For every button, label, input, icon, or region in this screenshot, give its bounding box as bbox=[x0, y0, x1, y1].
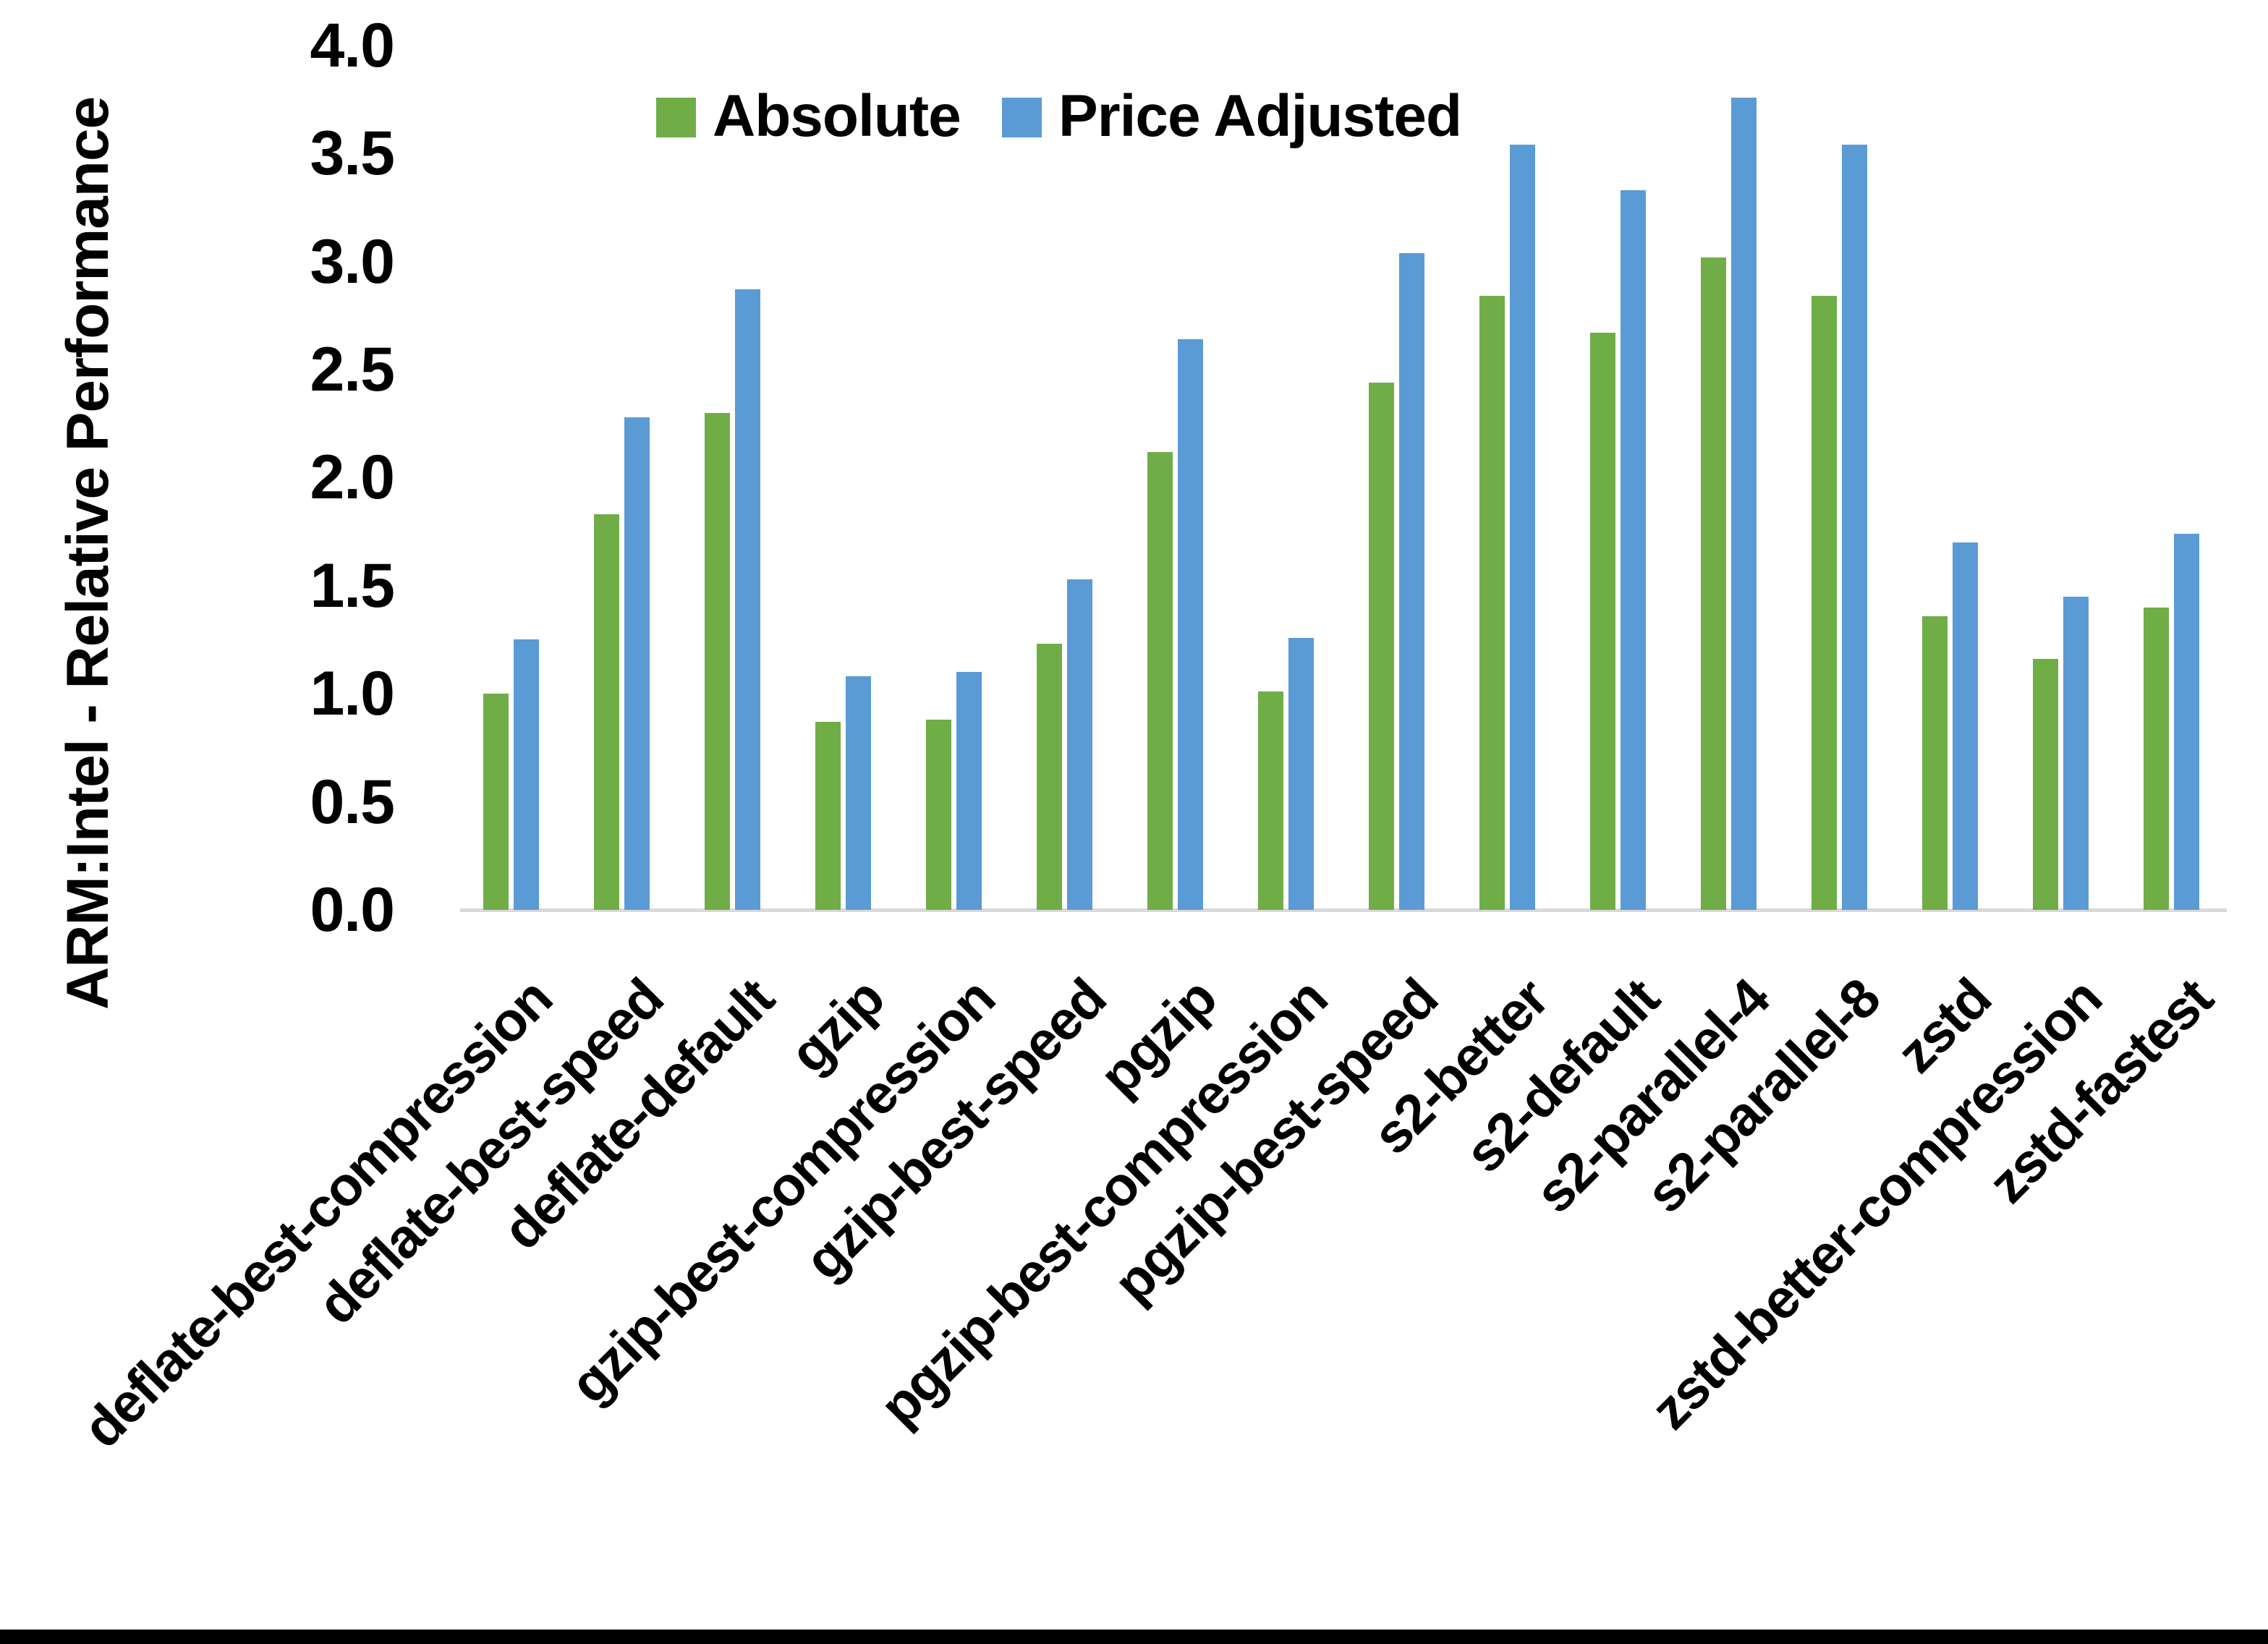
legend-label: Absolute bbox=[713, 83, 961, 149]
bar-price-adjusted-pgzip bbox=[1178, 339, 1203, 910]
bar-price-adjusted-s2-default bbox=[1621, 190, 1646, 910]
bar-absolute-pgzip-best-compression bbox=[1258, 691, 1283, 910]
bar-price-adjusted-gzip-best-compression bbox=[956, 672, 982, 910]
bar-absolute-pgzip bbox=[1147, 452, 1173, 910]
y-axis-tick-label: 1.5 bbox=[310, 551, 395, 621]
bar-price-adjusted-pgzip-best-compression bbox=[1288, 638, 1314, 910]
bar-price-adjusted-s2-parallel-8 bbox=[1842, 145, 1867, 910]
y-axis-tick-label: 0.5 bbox=[310, 767, 395, 837]
bar-absolute-s2-default bbox=[1590, 333, 1615, 910]
y-axis-tick-label: 2.5 bbox=[310, 335, 395, 404]
x-axis-line bbox=[460, 908, 2227, 912]
y-axis-tick-label: 1.0 bbox=[310, 659, 395, 728]
y-axis-tick-label: 3.5 bbox=[310, 119, 395, 188]
bar-price-adjusted-zstd-fastest bbox=[2174, 534, 2199, 910]
legend-swatch-absolute bbox=[656, 98, 696, 137]
bar-price-adjusted-deflate-best-speed bbox=[624, 417, 650, 910]
bar-price-adjusted-s2-better bbox=[1510, 145, 1535, 910]
bar-price-adjusted-zstd-better-compression bbox=[2063, 597, 2089, 910]
legend-label: Price Adjusted bbox=[1058, 83, 1462, 149]
bar-absolute-zstd-better-compression bbox=[2033, 659, 2058, 910]
bar-absolute-deflate-default bbox=[705, 413, 730, 910]
legend-swatch-price-adjusted bbox=[1002, 98, 1042, 137]
y-axis-title: ARM:Intel - Relative Performance bbox=[55, 96, 121, 1010]
y-axis-tick-label: 0.0 bbox=[310, 875, 395, 945]
y-axis-tick-label: 3.0 bbox=[310, 227, 395, 297]
bar-absolute-gzip-best-compression bbox=[926, 720, 951, 910]
x-axis-label: deflate-best-compression bbox=[71, 967, 564, 1460]
bar-absolute-deflate-best-compression bbox=[483, 694, 509, 910]
bar-absolute-s2-parallel-8 bbox=[1812, 296, 1837, 910]
y-axis-tick-label: 2.0 bbox=[310, 443, 395, 512]
bar-absolute-gzip bbox=[815, 722, 841, 910]
bar-absolute-pgzip-best-speed bbox=[1369, 383, 1394, 910]
bar-price-adjusted-deflate-default bbox=[735, 289, 760, 910]
bar-price-adjusted-zstd bbox=[1953, 542, 1978, 910]
bar-absolute-s2-parallel-4 bbox=[1701, 257, 1726, 910]
y-axis-tick-label: 4.0 bbox=[310, 11, 395, 80]
bar-absolute-gzip-best-speed bbox=[1037, 644, 1062, 910]
bar-price-adjusted-s2-parallel-4 bbox=[1731, 98, 1757, 910]
bar-absolute-zstd-fastest bbox=[2144, 608, 2169, 910]
bar-price-adjusted-gzip bbox=[846, 676, 871, 910]
bar-price-adjusted-gzip-best-speed bbox=[1067, 579, 1092, 910]
bar-absolute-zstd bbox=[1922, 616, 1948, 910]
bar-absolute-deflate-best-speed bbox=[594, 514, 619, 910]
bar-price-adjusted-pgzip-best-speed bbox=[1399, 253, 1424, 910]
bottom-border-bar bbox=[0, 1630, 2268, 1644]
bar-price-adjusted-deflate-best-compression bbox=[514, 639, 539, 910]
bar-absolute-s2-better bbox=[1479, 296, 1505, 910]
